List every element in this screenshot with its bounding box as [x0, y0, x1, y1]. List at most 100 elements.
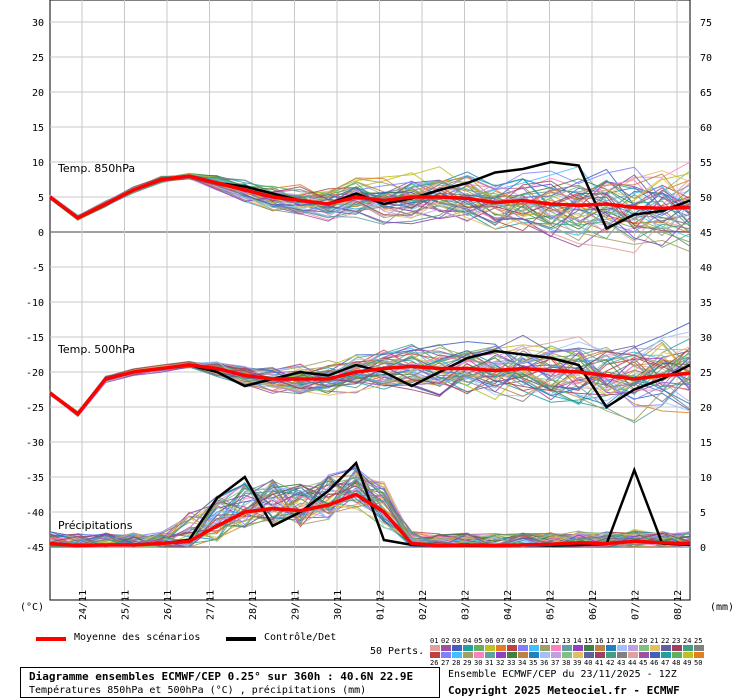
- pert-number-bottom: 46: [650, 659, 658, 667]
- date-tick-label: 29/11: [291, 590, 302, 620]
- pert-number-bottom: 39: [573, 659, 581, 667]
- pert-swatch: [562, 645, 572, 651]
- right-tick-label: 70: [700, 53, 712, 64]
- pert-swatch: [507, 652, 517, 658]
- pert-swatch: [441, 645, 451, 651]
- member-line: [49, 175, 691, 227]
- pert-number-bottom: 42: [606, 659, 614, 667]
- chart-subtitle: Températures 850hPa et 500hPa (°C) , pré…: [29, 685, 367, 696]
- mean-line: [48, 174, 691, 221]
- member-line: [49, 351, 691, 418]
- pert-swatch: [672, 652, 682, 658]
- left-tick-label: 20: [32, 88, 44, 99]
- pert-number-top: 20: [639, 637, 647, 645]
- pert-swatch: [628, 645, 638, 651]
- pert-number-top: 23: [672, 637, 680, 645]
- left-tick-label: -10: [26, 298, 44, 309]
- pert-swatch: [617, 652, 627, 658]
- pert-number-bottom: 44: [628, 659, 636, 667]
- pert-swatch: [496, 645, 506, 651]
- pert-swatch: [683, 645, 693, 651]
- pert-swatch: [540, 645, 550, 651]
- pert-number-top: 17: [606, 637, 614, 645]
- pert-number-top: 09: [518, 637, 526, 645]
- pert-swatch: [496, 652, 506, 658]
- pert-swatch: [573, 652, 583, 658]
- right-axis-unit: (mm): [710, 602, 734, 613]
- pert-number-top: 13: [562, 637, 570, 645]
- date-tick-label: 03/12: [461, 590, 472, 620]
- pert-number-bottom: 38: [562, 659, 570, 667]
- pert-number-bottom: 47: [661, 659, 669, 667]
- pert-swatch: [606, 645, 616, 651]
- pert-number-top: 24: [683, 637, 691, 645]
- pert-swatch: [650, 652, 660, 658]
- pert-swatch: [639, 652, 649, 658]
- pert-swatch: [540, 652, 550, 658]
- copyright: Copyright 2025 Meteociel.fr - ECMWF: [448, 684, 680, 697]
- pert-number-top: 19: [628, 637, 636, 645]
- pert-swatch: [661, 645, 671, 651]
- pert-swatch: [518, 645, 528, 651]
- pert-number-top: 14: [573, 637, 581, 645]
- pert-swatch: [463, 652, 473, 658]
- pert-number-bottom: 48: [672, 659, 680, 667]
- right-tick-label: 25: [700, 368, 712, 379]
- left-axis-unit: (°C): [20, 602, 44, 613]
- pert-number-bottom: 32: [496, 659, 504, 667]
- date-tick-label: 02/12: [418, 590, 429, 620]
- pert-swatch: [529, 645, 539, 651]
- pert-swatch: [562, 652, 572, 658]
- left-tick-label: 15: [32, 123, 44, 134]
- left-tick-label: 0: [38, 228, 44, 239]
- pert-swatch: [452, 652, 462, 658]
- right-tick-label: 45: [700, 228, 712, 239]
- left-tick-label: -25: [26, 403, 44, 414]
- date-tick-label: 28/11: [248, 590, 259, 620]
- pert-swatch: [452, 645, 462, 651]
- pert-swatch: [606, 652, 616, 658]
- pert-number-top: 01: [430, 637, 438, 645]
- pert-number-bottom: 28: [452, 659, 460, 667]
- pert-swatch: [628, 652, 638, 658]
- mean-line: [48, 363, 691, 417]
- left-tick-label: -35: [26, 473, 44, 484]
- left-tick-label: -15: [26, 333, 44, 344]
- pert-number-bottom: 26: [430, 659, 438, 667]
- member-line: [50, 480, 691, 548]
- pert-number-top: 18: [617, 637, 625, 645]
- t850-panel-label: Temp. 850hPa: [57, 162, 135, 175]
- right-tick-label: 0: [700, 543, 706, 554]
- pert-number-bottom: 31: [485, 659, 493, 667]
- date-tick-label: 08/12: [673, 590, 684, 620]
- pert-number-top: 16: [595, 637, 603, 645]
- member-line: [49, 345, 691, 417]
- pert-number-bottom: 49: [683, 659, 691, 667]
- date-tick-label: 24/11: [78, 590, 89, 620]
- pert-swatch: [441, 652, 451, 658]
- right-tick-label: 75: [700, 18, 712, 29]
- member-line: [49, 175, 691, 243]
- pert-swatch: [573, 645, 583, 651]
- pert-number-bottom: 41: [595, 659, 603, 667]
- pert-swatch: [430, 652, 440, 658]
- pert-swatch: [672, 645, 682, 651]
- pert-swatch: [584, 645, 594, 651]
- pert-number-top: 05: [474, 637, 482, 645]
- pert-number-bottom: 43: [617, 659, 625, 667]
- pert-number-top: 08: [507, 637, 515, 645]
- pert-swatch: [474, 645, 484, 651]
- right-tick-label: 50: [700, 193, 712, 204]
- pert-swatch: [485, 652, 495, 658]
- left-tick-label: 10: [32, 158, 44, 169]
- pert-number-top: 11: [540, 637, 548, 645]
- pert-swatch: [485, 645, 495, 651]
- right-tick-label: 35: [700, 298, 712, 309]
- date-tick-label: 30/11: [333, 590, 344, 620]
- left-tick-label: 25: [32, 53, 44, 64]
- pert-number-top: 07: [496, 637, 504, 645]
- date-tick-label: 25/11: [121, 590, 132, 620]
- right-tick-label: 65: [700, 88, 712, 99]
- pert-swatch: [430, 645, 440, 651]
